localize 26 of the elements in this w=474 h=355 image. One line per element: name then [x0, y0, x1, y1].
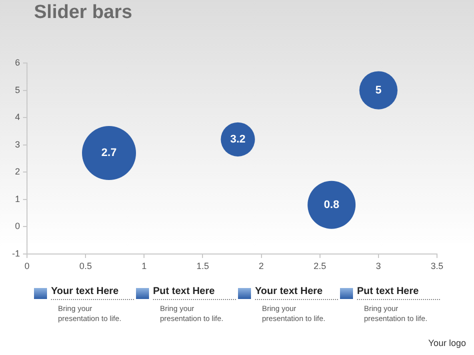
x-tick-label: 3: [376, 260, 381, 271]
data-label: 3.2: [230, 133, 246, 146]
data-label: 5: [375, 84, 382, 96]
x-tick-label: 2.5: [314, 260, 326, 271]
x-tick-label: 1.5: [196, 260, 209, 271]
text: Your logo: [428, 338, 466, 348]
y-tick-label: 0: [14, 221, 20, 232]
y-tick-label: 5: [14, 84, 20, 95]
y-tick-label: 2: [14, 166, 20, 177]
y-tick-label: 6: [14, 57, 20, 68]
x-tick-label: 0: [24, 260, 30, 271]
y-tick-label: -1: [12, 248, 20, 258]
x-tick-label: 0.5: [79, 260, 92, 271]
x-tick-label: 1: [142, 260, 147, 271]
x-tick-label: 2: [258, 260, 264, 271]
text: Put text Here: [153, 286, 236, 300]
data-label: 0.8: [324, 198, 340, 211]
y-tick-label: 4: [14, 112, 20, 122]
text: Your text Here: [51, 286, 134, 300]
data-label: 2.7: [101, 147, 117, 160]
chart-title: Slider bars: [34, 2, 132, 24]
x-tick-label: 3.5: [430, 260, 444, 271]
y-tick-label: 3: [14, 139, 20, 150]
text: Your text Here: [255, 286, 338, 300]
text: Put text Here: [357, 286, 440, 300]
y-tick-label: 1: [14, 194, 20, 204]
